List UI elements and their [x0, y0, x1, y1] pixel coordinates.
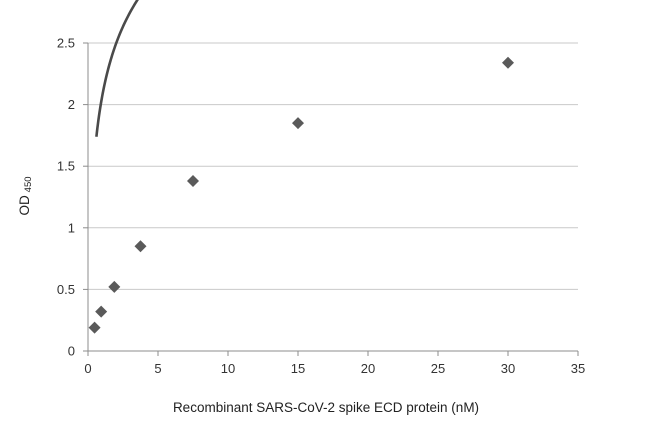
y-tick-labels: 0 0.5 1 1.5 2 2.5 [57, 36, 75, 359]
x-tick-label: 10 [221, 361, 235, 376]
data-points [88, 56, 514, 334]
y-tick-label: 2 [68, 97, 75, 112]
axes [83, 42, 579, 356]
y-axis-title-subscript: 450 [23, 176, 34, 192]
y-tick-label: 0.5 [57, 282, 75, 297]
grid-lines [88, 42, 578, 290]
data-point [502, 56, 514, 69]
x-tick-labels: 0 5 10 15 20 25 30 35 [84, 361, 585, 376]
data-point [95, 305, 108, 318]
y-tick-label: 1 [68, 220, 75, 235]
y-axis-title: OD 450 [17, 176, 34, 215]
x-tick-label: 5 [154, 361, 161, 376]
data-point [88, 321, 101, 334]
x-tick-label: 20 [361, 361, 375, 376]
x-tick-label: 35 [571, 361, 585, 376]
trend-line [95, 0, 139, 137]
x-axis-title: Recombinant SARS-CoV-2 spike ECD protein… [173, 400, 479, 415]
y-tick-label: 0 [68, 344, 75, 359]
x-tick-label: 0 [84, 361, 91, 376]
y-tick-label: 1.5 [57, 159, 75, 174]
data-point [134, 240, 147, 253]
x-tick-label: 30 [501, 361, 515, 376]
y-tick-label: 2.5 [57, 36, 75, 51]
y-axis-title-main: OD [17, 195, 32, 216]
data-point [292, 117, 304, 130]
x-tick-label: 25 [431, 361, 445, 376]
x-tick-label: 15 [291, 361, 305, 376]
data-point [108, 280, 121, 293]
data-point [187, 174, 199, 187]
